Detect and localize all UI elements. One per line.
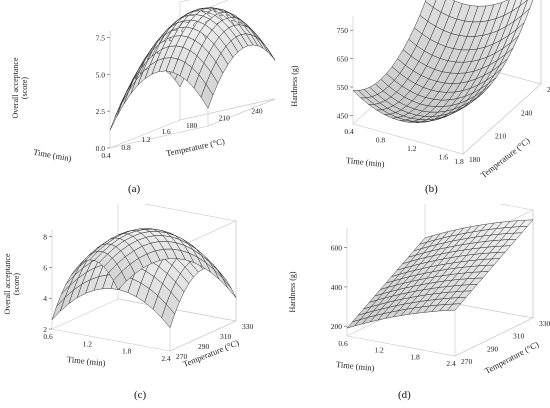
x-axis-title: Time (min): [67, 354, 107, 368]
x-tick-label: 1.2: [374, 346, 384, 355]
z-tick-label: 600: [331, 244, 343, 253]
y-tick-label: 180: [186, 121, 198, 130]
z-tick-label: 0.0: [96, 144, 106, 153]
y-tick-label: 330: [242, 322, 254, 331]
panel-label-c: (c): [134, 389, 147, 401]
y-tick-label: 210: [495, 132, 507, 141]
x-tick-label: 0.6: [43, 332, 53, 341]
surface-cell: [214, 269, 228, 288]
floor: [51, 298, 237, 352]
surface-cell: [433, 0, 446, 13]
surface-cell: [519, 0, 528, 7]
y-tick-label: 270: [547, 85, 550, 94]
z-tick-label: 5.0: [96, 70, 106, 79]
x-axis-title: Time (min): [336, 359, 376, 373]
x-tick-label: 0.8: [121, 143, 131, 152]
y-axis-title: Temperature (°C): [165, 136, 226, 158]
y-tick-label: 270: [461, 357, 473, 366]
x-tick-label: 2.4: [161, 354, 171, 363]
z-tick-label: 750: [337, 26, 349, 35]
x-axis-title: Time (min): [346, 155, 386, 169]
x-tick-label: 0.4: [344, 127, 354, 136]
z-tick-label: 6: [43, 263, 47, 272]
surface-cell: [519, 219, 534, 227]
x-tick-label: 0.6: [338, 339, 348, 348]
x-tick-label: 1.2: [141, 135, 151, 144]
surface-cell: [116, 90, 130, 117]
z-tick-label: 2.5: [96, 107, 106, 116]
surface-cell: [495, 0, 510, 19]
floor: [109, 98, 275, 149]
panel-c: 2 4 6 8 0.6 1.2 1.8 2.4 270 290 310 330 Overall acce…: [0, 204, 275, 408]
x-tick-label: 1.6: [439, 153, 449, 162]
z-axis-title: Overall acceptance(score): [3, 253, 21, 315]
z-tick-label: 8: [43, 233, 47, 242]
panel-label-a: (a): [128, 183, 141, 195]
z-tick-label: 400: [331, 283, 343, 292]
x-tick-label: 1.8: [122, 347, 132, 356]
y-axis-title: Temperature (°C): [479, 135, 532, 180]
surface-plot-d: 200 400 600 0.6 1.2 1.8 2.4 270 290 310 330 Hardnes…: [288, 204, 550, 376]
surface-plot-b: 450 550 650 750 0.4 0.8 1.2 1.6 1.8 180 210 240 270 H…: [290, 0, 550, 180]
x-tick-label: 1.2: [83, 339, 93, 348]
z-tick-label: 550: [337, 83, 349, 92]
y-tick-label: 330: [539, 319, 550, 328]
surface-plot-a: 0.02.55.07.50.40.81.21.6180210240270Over…: [11, 0, 275, 164]
z-axis-title: Hardness (g): [290, 65, 299, 106]
y-tick-label: 310: [513, 332, 525, 341]
z-tick-label: 2: [43, 325, 47, 334]
z-tick-label: 200: [331, 322, 343, 331]
y-tick-label: 240: [251, 106, 262, 115]
z-tick-label: 4: [43, 294, 47, 303]
panel-label-d: (d): [398, 389, 411, 401]
surface-plot-c: 2 4 6 8 0.6 1.2 1.8 2.4 270 290 310 330 Overall acce…: [3, 204, 254, 369]
y-tick-label: 270: [176, 352, 188, 361]
surface-cell: [511, 0, 522, 12]
x-tick-label: 0.8: [376, 136, 386, 145]
panel-a: 0.02.55.07.50.40.81.21.6180210240270Over…: [0, 0, 275, 204]
surface-cell: [123, 79, 137, 104]
z-tick-label: 7.5: [96, 33, 106, 42]
x-tick-label: 1.6: [161, 127, 171, 136]
surface-cell: [521, 0, 534, 16]
x-tick-label: 2.4: [446, 359, 456, 368]
surface-cell: [425, 0, 437, 8]
x-axis-title: Time (min): [33, 147, 73, 164]
z-axis-title: Hardness (g): [288, 271, 297, 312]
x-tick-label: 1.8: [454, 157, 464, 166]
surface-cell: [503, 0, 516, 16]
y-tick-label: 240: [521, 108, 533, 117]
y-tick-label: 210: [219, 114, 231, 123]
y-tick-label: 310: [220, 332, 232, 341]
y-tick-label: 290: [487, 344, 499, 353]
surface-cell: [265, 46, 275, 61]
z-tick-label: 650: [337, 55, 349, 64]
x-tick-label: 1.8: [410, 352, 420, 361]
x-tick-label: 0.4: [101, 151, 111, 160]
y-tick-label: 180: [469, 155, 481, 164]
surface-cell: [513, 0, 528, 22]
z-axis-title: Overall acceptance(score): [11, 57, 29, 119]
y-tick-label: 290: [198, 342, 210, 351]
panel-b: 450 550 650 750 0.4 0.8 1.2 1.6 1.8 180 210 240 270 H…: [275, 0, 550, 204]
z-tick-label: 450: [337, 111, 349, 120]
surface-cell: [222, 278, 237, 298]
panel-d: 200 400 600 0.6 1.2 1.8 2.4 270 290 310 330 Hardnes…: [275, 204, 550, 408]
x-tick-label: 1.2: [407, 144, 417, 153]
panel-label-b: (b): [425, 183, 438, 195]
